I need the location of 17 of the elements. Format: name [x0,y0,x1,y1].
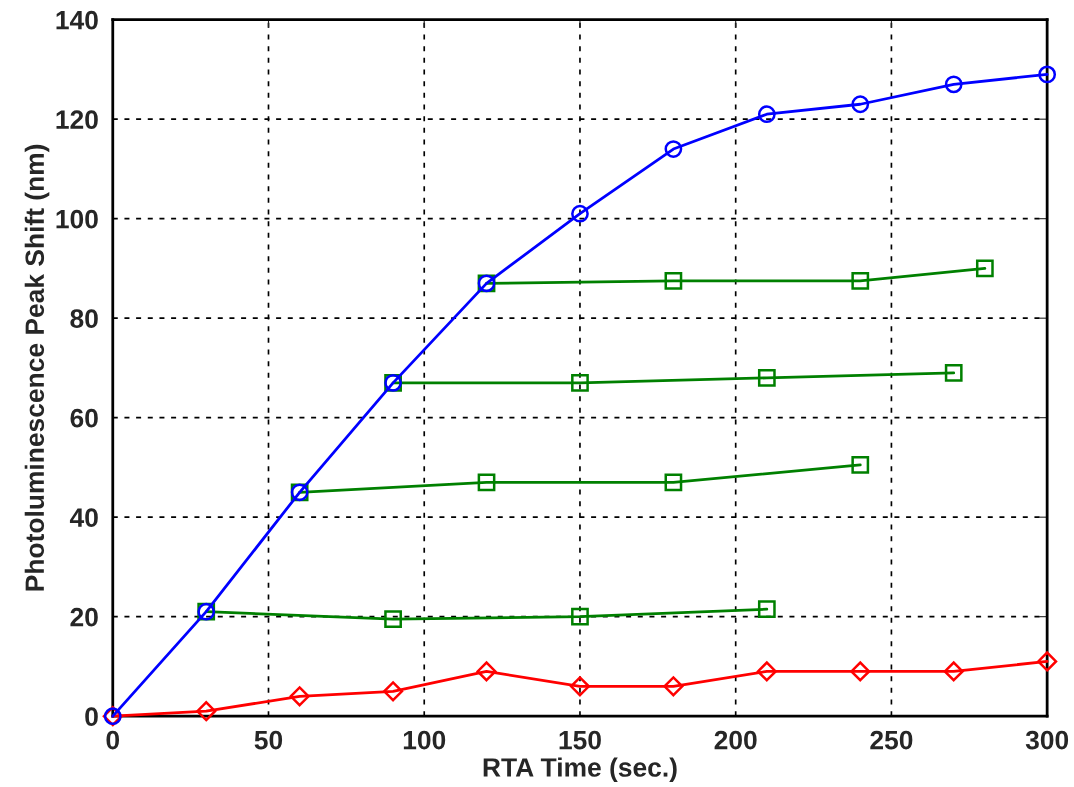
x-tick-label: 0 [106,730,120,750]
y-tick-label: 140 [56,10,98,30]
y-tick-label: 0 [85,707,98,726]
x-tick-label: 50 [254,730,283,750]
y-tick-label: 40 [69,508,98,527]
x-tick-label: 100 [403,730,446,750]
y-tick-label: 100 [56,209,98,229]
y-tick-label: 80 [70,309,98,328]
x-tick-label: 300 [1025,730,1069,750]
y-tick-label: 120 [56,110,98,129]
x-tick-label: 200 [714,730,757,750]
y-axis-title: Photoluminescence Peak Shift (nm) [24,144,50,591]
x-axis-title: RTA Time (sec.) [483,757,677,783]
y-tick-label: 60 [70,408,98,428]
x-tick-label: 250 [870,730,913,750]
x-tick-label: 150 [559,730,601,750]
y-tick-label: 20 [70,607,98,627]
